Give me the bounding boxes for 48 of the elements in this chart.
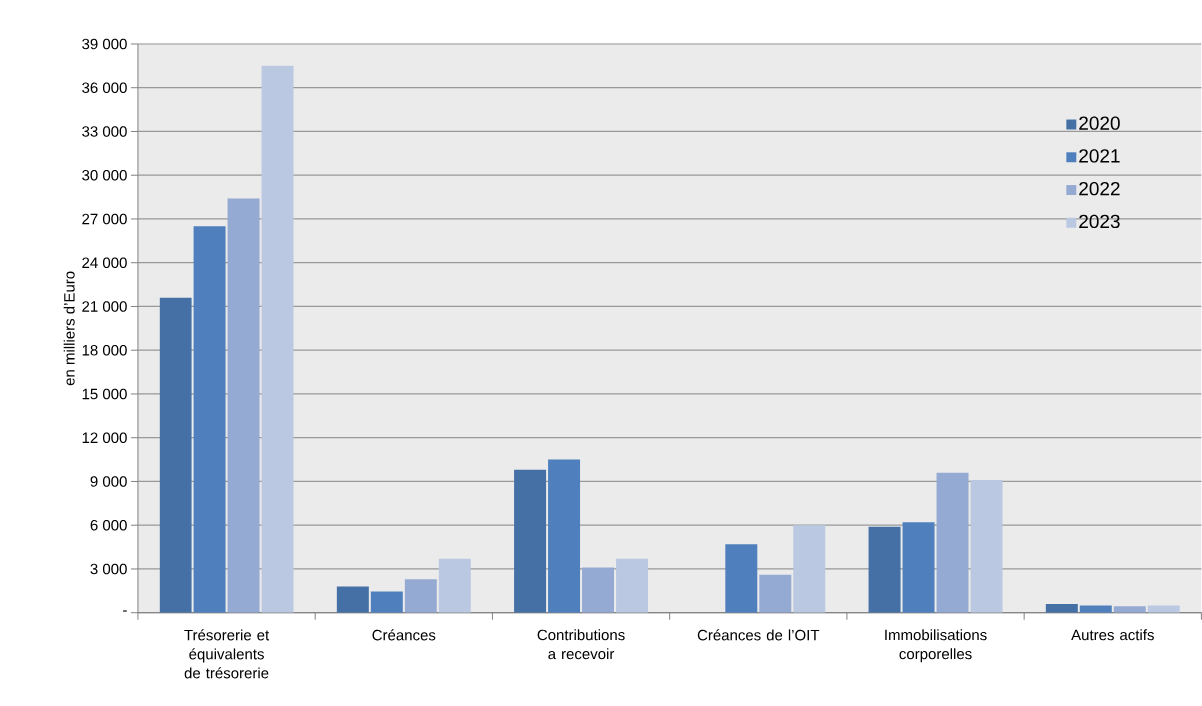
bar — [725, 544, 758, 613]
bar — [582, 567, 615, 613]
bar — [1147, 605, 1180, 613]
bar — [370, 591, 403, 613]
bar — [438, 558, 471, 613]
bar — [227, 198, 260, 613]
bar — [868, 526, 901, 613]
legend-label: 2021 — [1079, 149, 1120, 163]
bar — [193, 226, 226, 613]
y-tick-label: 6 000 — [90, 520, 127, 531]
y-tick-label: - — [123, 610, 127, 612]
legend-label: 2023 — [1079, 214, 1120, 229]
bar — [970, 480, 1003, 613]
x-tick-label: Trésorerie et équivalents de trésorerie — [184, 629, 270, 679]
bar — [261, 66, 294, 613]
y-tick-label: 18 000 — [82, 345, 127, 356]
bar — [404, 579, 437, 613]
x-tick-label: Contributions a recevoir — [537, 629, 625, 660]
bar — [1079, 605, 1112, 613]
y-axis-title: en milliers d’Euro — [63, 271, 75, 386]
y-tick-label: 3 000 — [90, 563, 127, 575]
bar — [936, 472, 969, 613]
x-tick-label: Créances de l’OIT — [697, 629, 820, 641]
y-tick-label: 36 000 — [82, 82, 127, 94]
x-tick-label: Immobilisations corporelles — [885, 629, 987, 663]
bar — [1045, 604, 1078, 613]
legend-label: 2020 — [1079, 116, 1120, 131]
y-tick-label: 15 000 — [82, 388, 127, 400]
bar — [548, 459, 581, 613]
x-tick-label: Autres actifs — [1071, 629, 1154, 641]
bar — [902, 522, 935, 613]
bar — [159, 297, 192, 613]
bar — [759, 574, 792, 613]
y-tick-label: 27 000 — [82, 213, 127, 225]
y-tick-label: 30 000 — [82, 170, 127, 181]
bar — [514, 469, 547, 613]
bar — [793, 525, 826, 613]
y-tick-label: 9 000 — [90, 476, 127, 487]
bar — [616, 558, 649, 613]
y-tick-label: 39 000 — [82, 38, 127, 50]
y-tick-label: 33 000 — [82, 126, 127, 137]
bar — [336, 586, 369, 613]
y-tick-label: 21 000 — [82, 301, 127, 312]
legend-label: 2022 — [1079, 182, 1120, 196]
y-tick-label: 24 000 — [82, 257, 127, 269]
bar — [1113, 606, 1146, 613]
x-tick-label: Créances — [372, 629, 436, 641]
y-tick-label: 12 000 — [82, 432, 127, 444]
